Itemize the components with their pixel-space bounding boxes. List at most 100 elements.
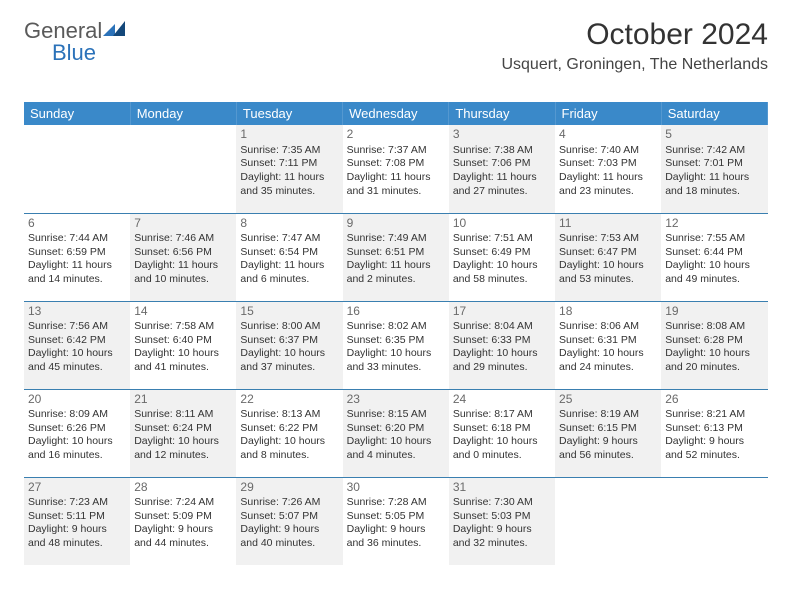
cell-daylight: Daylight: 10 hours and 49 minutes.: [665, 259, 763, 286]
calendar-cell: 21Sunrise: 8:11 AMSunset: 6:24 PMDayligh…: [130, 389, 236, 477]
day-number: 2: [347, 127, 445, 143]
calendar-cell: 27Sunrise: 7:23 AMSunset: 5:11 PMDayligh…: [24, 477, 130, 565]
cell-sunrise: Sunrise: 7:24 AM: [134, 496, 232, 510]
day-number: 21: [134, 392, 232, 408]
cell-daylight: Daylight: 10 hours and 33 minutes.: [347, 347, 445, 374]
cell-sunset: Sunset: 6:22 PM: [240, 422, 338, 436]
cell-daylight: Daylight: 10 hours and 20 minutes.: [665, 347, 763, 374]
calendar-row: 13Sunrise: 7:56 AMSunset: 6:42 PMDayligh…: [24, 301, 768, 389]
weekday-header: Sunday: [24, 102, 130, 125]
cell-daylight: Daylight: 10 hours and 16 minutes.: [28, 435, 126, 462]
cell-sunset: Sunset: 7:03 PM: [559, 157, 657, 171]
weekday-header: Friday: [555, 102, 661, 125]
cell-daylight: Daylight: 10 hours and 12 minutes.: [134, 435, 232, 462]
cell-daylight: Daylight: 9 hours and 44 minutes.: [134, 523, 232, 550]
day-number: 22: [240, 392, 338, 408]
day-number: 15: [240, 304, 338, 320]
cell-sunset: Sunset: 5:07 PM: [240, 510, 338, 524]
cell-daylight: Daylight: 11 hours and 14 minutes.: [28, 259, 126, 286]
cell-daylight: Daylight: 10 hours and 4 minutes.: [347, 435, 445, 462]
cell-sunrise: Sunrise: 8:09 AM: [28, 408, 126, 422]
calendar-cell: 30Sunrise: 7:28 AMSunset: 5:05 PMDayligh…: [343, 477, 449, 565]
day-number: 17: [453, 304, 551, 320]
cell-sunset: Sunset: 5:03 PM: [453, 510, 551, 524]
cell-sunrise: Sunrise: 7:56 AM: [28, 320, 126, 334]
calendar-row: 20Sunrise: 8:09 AMSunset: 6:26 PMDayligh…: [24, 389, 768, 477]
day-number: 16: [347, 304, 445, 320]
cell-sunset: Sunset: 6:13 PM: [665, 422, 763, 436]
cell-daylight: Daylight: 9 hours and 32 minutes.: [453, 523, 551, 550]
cell-sunrise: Sunrise: 7:46 AM: [134, 232, 232, 246]
day-number: 10: [453, 216, 551, 232]
day-number: 3: [453, 127, 551, 143]
day-number: 28: [134, 480, 232, 496]
cell-daylight: Daylight: 11 hours and 6 minutes.: [240, 259, 338, 286]
day-number: 31: [453, 480, 551, 496]
cell-daylight: Daylight: 10 hours and 37 minutes.: [240, 347, 338, 374]
header: General October 2024 Usquert, Groningen,…: [24, 18, 768, 74]
cell-sunset: Sunset: 6:26 PM: [28, 422, 126, 436]
calendar-row: 27Sunrise: 7:23 AMSunset: 5:11 PMDayligh…: [24, 477, 768, 565]
cell-sunset: Sunset: 7:01 PM: [665, 157, 763, 171]
calendar-cell: 24Sunrise: 8:17 AMSunset: 6:18 PMDayligh…: [449, 389, 555, 477]
cell-sunrise: Sunrise: 8:08 AM: [665, 320, 763, 334]
calendar-cell: 20Sunrise: 8:09 AMSunset: 6:26 PMDayligh…: [24, 389, 130, 477]
day-number: 11: [559, 216, 657, 232]
day-number: 18: [559, 304, 657, 320]
day-number: 1: [240, 127, 338, 143]
day-number: 7: [134, 216, 232, 232]
cell-sunrise: Sunrise: 7:42 AM: [665, 144, 763, 158]
cell-sunrise: Sunrise: 7:26 AM: [240, 496, 338, 510]
cell-daylight: Daylight: 9 hours and 36 minutes.: [347, 523, 445, 550]
cell-daylight: Daylight: 10 hours and 58 minutes.: [453, 259, 551, 286]
cell-daylight: Daylight: 11 hours and 2 minutes.: [347, 259, 445, 286]
cell-sunset: Sunset: 6:24 PM: [134, 422, 232, 436]
cell-daylight: Daylight: 11 hours and 31 minutes.: [347, 171, 445, 198]
day-number: 27: [28, 480, 126, 496]
calendar-cell-empty: [130, 125, 236, 213]
calendar-body: 1Sunrise: 7:35 AMSunset: 7:11 PMDaylight…: [24, 125, 768, 565]
day-number: 9: [347, 216, 445, 232]
cell-sunset: Sunset: 7:08 PM: [347, 157, 445, 171]
month-title: October 2024: [501, 18, 768, 52]
cell-sunrise: Sunrise: 8:19 AM: [559, 408, 657, 422]
cell-sunset: Sunset: 6:47 PM: [559, 246, 657, 260]
calendar-row: 6Sunrise: 7:44 AMSunset: 6:59 PMDaylight…: [24, 213, 768, 301]
calendar-cell: 23Sunrise: 8:15 AMSunset: 6:20 PMDayligh…: [343, 389, 449, 477]
calendar-cell: 17Sunrise: 8:04 AMSunset: 6:33 PMDayligh…: [449, 301, 555, 389]
cell-sunset: Sunset: 7:11 PM: [240, 157, 338, 171]
calendar-cell: 18Sunrise: 8:06 AMSunset: 6:31 PMDayligh…: [555, 301, 661, 389]
cell-sunrise: Sunrise: 8:06 AM: [559, 320, 657, 334]
calendar-cell: 22Sunrise: 8:13 AMSunset: 6:22 PMDayligh…: [236, 389, 342, 477]
cell-daylight: Daylight: 11 hours and 35 minutes.: [240, 171, 338, 198]
day-number: 12: [665, 216, 763, 232]
weekday-header: Monday: [130, 102, 236, 125]
logo-word-blue: Blue: [52, 40, 129, 66]
cell-sunrise: Sunrise: 8:21 AM: [665, 408, 763, 422]
cell-daylight: Daylight: 9 hours and 56 minutes.: [559, 435, 657, 462]
calendar-cell: 2Sunrise: 7:37 AMSunset: 7:08 PMDaylight…: [343, 125, 449, 213]
day-number: 14: [134, 304, 232, 320]
day-number: 13: [28, 304, 126, 320]
calendar-head: SundayMondayTuesdayWednesdayThursdayFrid…: [24, 102, 768, 125]
cell-sunrise: Sunrise: 7:35 AM: [240, 144, 338, 158]
cell-sunset: Sunset: 6:20 PM: [347, 422, 445, 436]
cell-sunset: Sunset: 6:31 PM: [559, 334, 657, 348]
logo-stack: General Blue: [24, 18, 129, 66]
cell-sunset: Sunset: 6:35 PM: [347, 334, 445, 348]
day-number: 4: [559, 127, 657, 143]
cell-sunset: Sunset: 5:09 PM: [134, 510, 232, 524]
cell-sunrise: Sunrise: 7:44 AM: [28, 232, 126, 246]
calendar-cell: 8Sunrise: 7:47 AMSunset: 6:54 PMDaylight…: [236, 213, 342, 301]
cell-sunrise: Sunrise: 7:47 AM: [240, 232, 338, 246]
cell-daylight: Daylight: 10 hours and 8 minutes.: [240, 435, 338, 462]
cell-daylight: Daylight: 10 hours and 0 minutes.: [453, 435, 551, 462]
title-block: October 2024 Usquert, Groningen, The Net…: [501, 18, 768, 74]
cell-sunset: Sunset: 6:51 PM: [347, 246, 445, 260]
cell-sunrise: Sunrise: 7:40 AM: [559, 144, 657, 158]
cell-sunrise: Sunrise: 8:00 AM: [240, 320, 338, 334]
cell-sunset: Sunset: 6:59 PM: [28, 246, 126, 260]
day-number: 24: [453, 392, 551, 408]
location: Usquert, Groningen, The Netherlands: [501, 56, 768, 74]
logo-triangle-icon: [103, 20, 129, 38]
